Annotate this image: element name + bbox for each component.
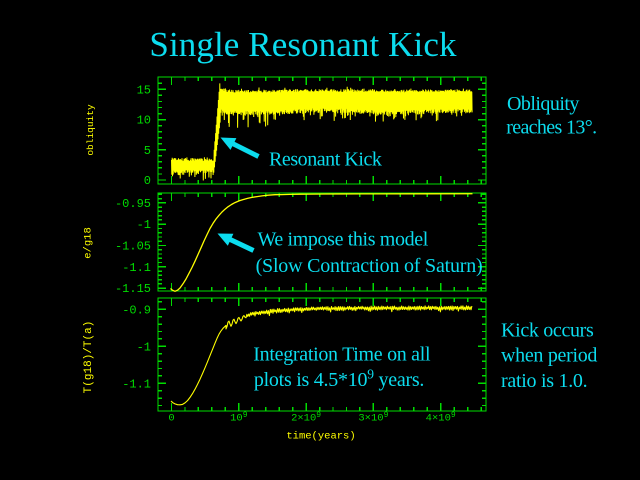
svg-text:obliquity: obliquity <box>85 104 96 156</box>
svg-text:2×109: 2×109 <box>291 411 321 425</box>
svg-text:0: 0 <box>168 413 174 425</box>
svg-text:3×109: 3×109 <box>358 411 388 425</box>
svg-text:-1: -1 <box>137 340 151 354</box>
svg-text:Single Resonant Kick: Single Resonant Kick <box>149 25 457 64</box>
svg-text:Resonant Kick: Resonant Kick <box>269 148 382 170</box>
svg-text:4×109: 4×109 <box>426 411 456 425</box>
svg-text:10: 10 <box>137 114 151 128</box>
svg-text:-1.15: -1.15 <box>115 282 151 296</box>
svg-text:We impose this model: We impose this model <box>258 229 429 251</box>
svg-text:-1.1: -1.1 <box>122 261 151 275</box>
svg-text:-1: -1 <box>137 218 151 232</box>
svg-text:-0.9: -0.9 <box>122 303 151 317</box>
svg-text:-0.95: -0.95 <box>115 197 151 211</box>
svg-text:15: 15 <box>137 83 151 97</box>
svg-text:reaches 13°.: reaches 13°. <box>506 117 596 139</box>
svg-text:e/g18: e/g18 <box>83 227 95 259</box>
svg-text:5: 5 <box>144 144 151 158</box>
svg-text:ratio is 1.0.: ratio is 1.0. <box>501 370 587 392</box>
svg-text:(Slow Contraction of Saturn): (Slow Contraction of Saturn) <box>256 255 483 277</box>
svg-text:Kick occurs: Kick occurs <box>501 319 594 341</box>
svg-text:Obliquity: Obliquity <box>507 93 579 115</box>
svg-text:T(g18)/T(a): T(g18)/T(a) <box>83 321 95 394</box>
svg-text:plots is 4.5*109 years.: plots is 4.5*109 years. <box>254 366 424 391</box>
svg-text:when period: when period <box>501 345 597 367</box>
svg-text:-1.1: -1.1 <box>122 377 151 391</box>
svg-text:time(years): time(years) <box>286 431 355 443</box>
svg-text:-1.05: -1.05 <box>115 240 151 254</box>
svg-text:0: 0 <box>144 174 151 188</box>
svg-text:Integration Time on all: Integration Time on all <box>253 343 431 365</box>
